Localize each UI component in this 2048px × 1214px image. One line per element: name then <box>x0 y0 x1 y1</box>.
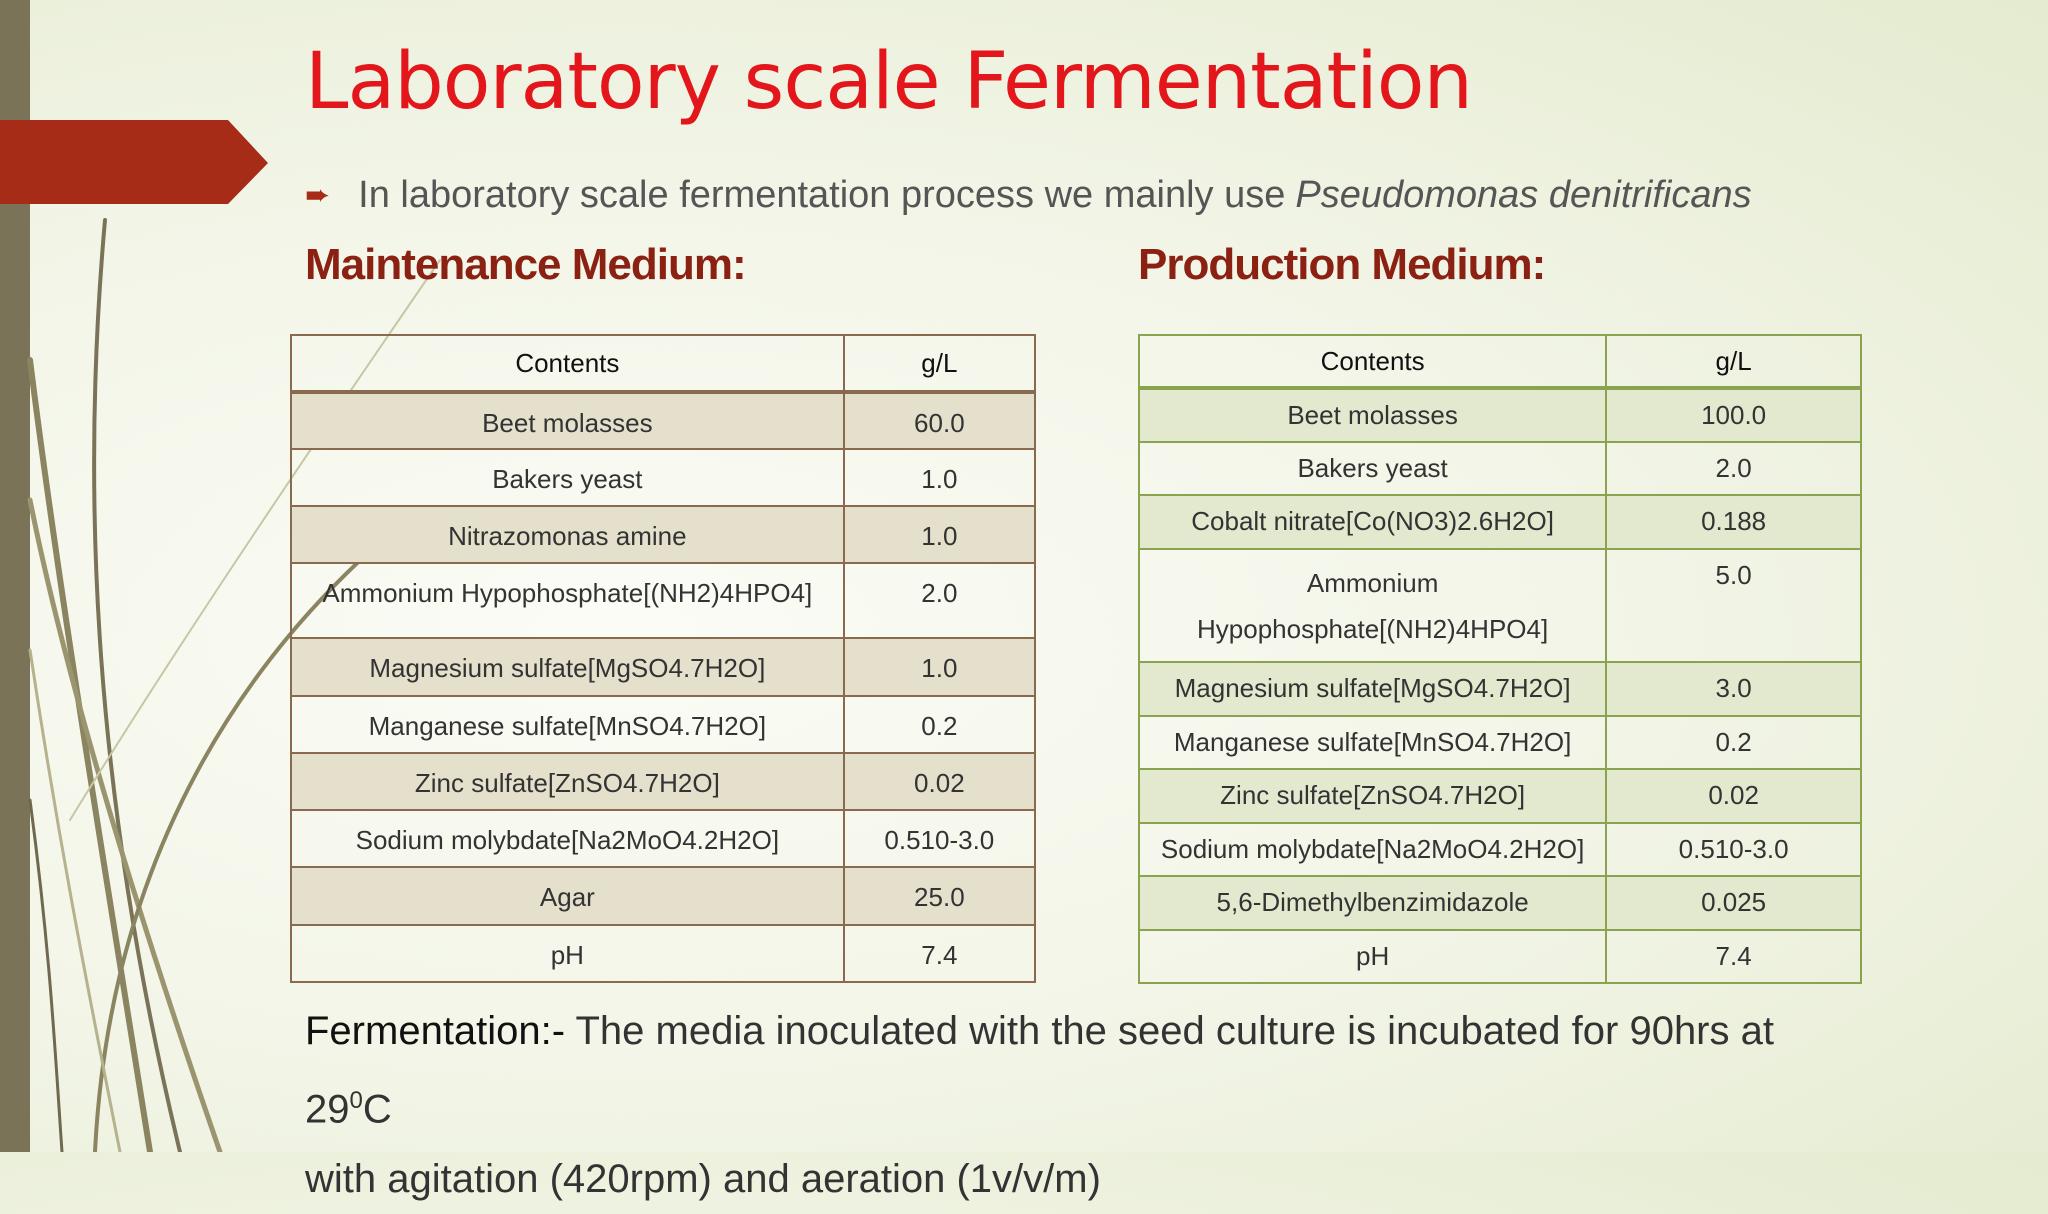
table-row: Agar 25.0 <box>290 866 1037 926</box>
fermentation-note: Fermentation:- The media inoculated with… <box>305 996 1865 1214</box>
row-value: 0.2 <box>1605 715 1862 770</box>
table-row: Beet molasses 100.0 <box>1137 387 1862 443</box>
row-name: pH <box>1137 929 1608 984</box>
row-name: Magnesium sulfate[MgSO4.7H2O] <box>1137 661 1608 717</box>
row-value: 0.510-3.0 <box>842 809 1037 868</box>
grass-strokes <box>27 218 441 1152</box>
row-value: 5.0 <box>1605 548 1862 663</box>
row-value: 1.0 <box>842 448 1037 507</box>
table-header-row: Contents g/L <box>290 334 1037 394</box>
row-value: 2.0 <box>842 562 1037 639</box>
bullet-organism: Pseudomonas denitrificans <box>1295 174 1752 216</box>
table-row: Manganese sulfate[MnSO4.7H2O] 0.2 <box>290 695 1037 754</box>
row-value: 0.188 <box>1605 494 1862 550</box>
table-row: Beet molasses 60.0 <box>290 391 1037 450</box>
row-name: Zinc sulfate[ZnSO4.7H2O] <box>1137 768 1608 824</box>
row-name: Ammonium Hypophosphate[(NH2)4HPO4] <box>1137 548 1608 663</box>
row-name: pH <box>290 924 845 983</box>
row-name: Zinc sulfate[ZnSO4.7H2O] <box>290 752 845 811</box>
fermentation-label: Fermentation:- <box>305 1009 566 1053</box>
bullet-arrow-icon: ➨ <box>305 179 331 212</box>
row-value: 60.0 <box>842 391 1037 450</box>
row-value: 0.025 <box>1605 875 1862 931</box>
table-row: Zinc sulfate[ZnSO4.7H2O] 0.02 <box>290 752 1037 811</box>
page-title: Laboratory scale Fermentation <box>305 37 1473 127</box>
row-value: 2.0 <box>1605 441 1862 496</box>
table-row: pH 7.4 <box>1137 929 1862 984</box>
row-value: 7.4 <box>842 924 1037 983</box>
decorative-background <box>0 0 441 1152</box>
maintenance-medium-table: Contents g/L Beet molasses 60.0 Bakers y… <box>290 334 1037 983</box>
fermentation-text: The media inoculated with the seed cultu… <box>305 1009 1774 1132</box>
title-arrow-flag <box>0 120 268 204</box>
row-name: Manganese sulfate[MnSO4.7H2O] <box>1137 715 1608 770</box>
row-name: Magnesium sulfate[MgSO4.7H2O] <box>290 637 845 697</box>
row-value: 1.0 <box>842 637 1037 697</box>
table-row: Cobalt nitrate[Co(NO3)2.6H2O] 0.188 <box>1137 494 1862 550</box>
table-header-row: Contents g/L <box>1137 334 1862 390</box>
temperature-unit: C <box>362 1087 392 1132</box>
table-row: Magnesium sulfate[MgSO4.7H2O] 3.0 <box>1137 661 1862 717</box>
table-row: Bakers yeast 2.0 <box>1137 441 1862 496</box>
row-name: Bakers yeast <box>1137 441 1608 496</box>
intro-bullet: ➨ In laboratory scale fermentation proce… <box>305 174 1752 217</box>
production-medium-table: Contents g/L Beet molasses 100.0 Bakers … <box>1137 334 1862 984</box>
production-heading: Production Medium: <box>1138 240 1546 289</box>
table-row: Bakers yeast 1.0 <box>290 448 1037 507</box>
table-row: Ammonium Hypophosphate[(NH2)4HPO4] 2.0 <box>290 562 1037 639</box>
row-value: 0.510-3.0 <box>1605 822 1862 877</box>
row-name: Bakers yeast <box>290 448 845 507</box>
row-value: 100.0 <box>1605 387 1862 443</box>
row-value: 0.02 <box>1605 768 1862 824</box>
table-row: Zinc sulfate[ZnSO4.7H2O] 0.02 <box>1137 768 1862 824</box>
table-row: Manganese sulfate[MnSO4.7H2O] 0.2 <box>1137 715 1862 770</box>
column-header-contents: Contents <box>290 334 845 394</box>
table-row: Sodium molybdate[Na2MoO4.2H2O] 0.510-3.0 <box>1137 822 1862 877</box>
row-name: Agar <box>290 866 845 926</box>
row-value: 7.4 <box>1605 929 1862 984</box>
row-name: Nitrazomonas amine <box>290 505 845 564</box>
row-name: Cobalt nitrate[Co(NO3)2.6H2O] <box>1137 494 1608 550</box>
row-name: Beet molasses <box>290 391 845 450</box>
row-name: Ammonium Hypophosphate[(NH2)4HPO4] <box>290 562 845 639</box>
row-value: 1.0 <box>842 505 1037 564</box>
row-name: Sodium molybdate[Na2MoO4.2H2O] <box>290 809 845 868</box>
row-value: 0.02 <box>842 752 1037 811</box>
bullet-text: In laboratory scale fermentation process… <box>358 174 1286 216</box>
row-name: Sodium molybdate[Na2MoO4.2H2O] <box>1137 822 1608 877</box>
table-row: Sodium molybdate[Na2MoO4.2H2O] 0.510-3.0 <box>290 809 1037 868</box>
row-value: 3.0 <box>1605 661 1862 717</box>
table-row: pH 7.4 <box>290 924 1037 983</box>
fermentation-line-2: with agitation (420rpm) and aeration (1v… <box>305 1157 1101 1202</box>
row-name: Manganese sulfate[MnSO4.7H2O] <box>290 695 845 754</box>
column-header-gl: g/L <box>1605 334 1862 390</box>
column-header-contents: Contents <box>1137 334 1608 390</box>
column-header-gl: g/L <box>842 334 1037 394</box>
table-row: Magnesium sulfate[MgSO4.7H2O] 1.0 <box>290 637 1037 697</box>
slide: Laboratory scale Fermentation ➨ In labor… <box>0 0 1862 1201</box>
degree-superscript: 0 <box>349 1087 363 1114</box>
maintenance-heading: Maintenance Medium: <box>305 240 747 289</box>
row-value: 0.2 <box>842 695 1037 754</box>
table-row: 5,6-Dimethylbenzimidazole 0.025 <box>1137 875 1862 931</box>
table-row: Nitrazomonas amine 1.0 <box>290 505 1037 564</box>
row-value: 25.0 <box>842 866 1037 926</box>
row-name: Beet molasses <box>1137 387 1608 443</box>
table-row: Ammonium Hypophosphate[(NH2)4HPO4] 5.0 <box>1137 548 1862 663</box>
row-name: 5,6-Dimethylbenzimidazole <box>1137 875 1608 931</box>
